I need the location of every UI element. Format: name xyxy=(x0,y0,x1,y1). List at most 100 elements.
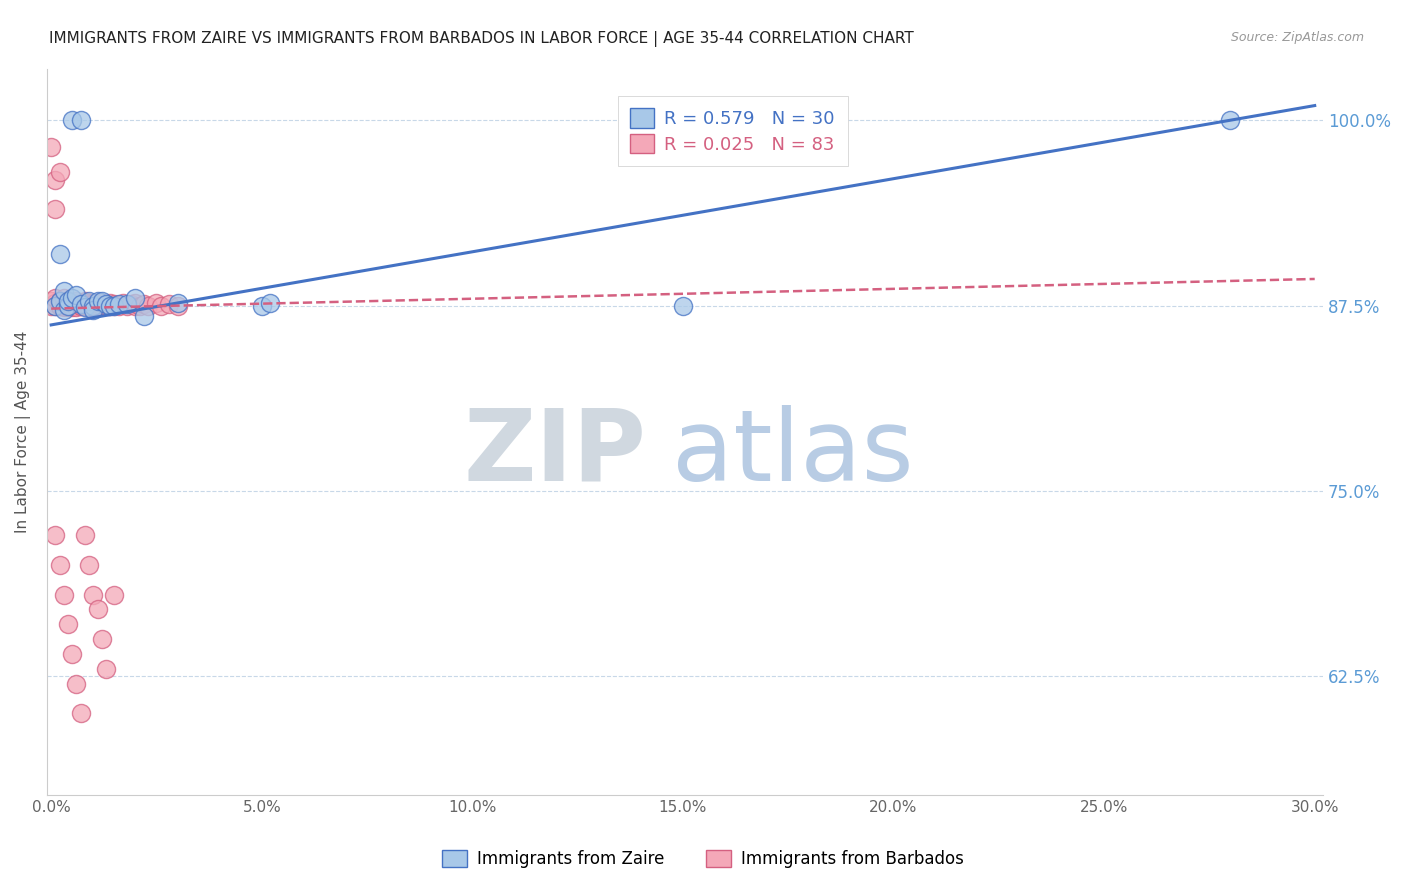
Point xyxy=(44,172,66,186)
Point xyxy=(82,299,104,313)
Point xyxy=(115,299,138,313)
Point xyxy=(65,299,87,313)
Point xyxy=(77,558,100,572)
Point xyxy=(98,295,121,310)
Point xyxy=(56,300,79,314)
Point xyxy=(60,647,83,661)
Point xyxy=(52,300,75,314)
Point xyxy=(44,295,66,310)
Point xyxy=(65,300,87,314)
Point xyxy=(52,588,75,602)
Point xyxy=(86,295,108,310)
Y-axis label: In Labor Force | Age 35-44: In Labor Force | Age 35-44 xyxy=(15,330,31,533)
Point xyxy=(65,294,87,309)
Point xyxy=(60,297,83,311)
Point xyxy=(86,297,108,311)
Point xyxy=(56,299,79,313)
Point xyxy=(115,297,138,311)
Point xyxy=(82,297,104,311)
Point xyxy=(69,297,91,311)
Point xyxy=(65,297,87,311)
Point xyxy=(103,297,125,311)
Point xyxy=(1219,113,1241,128)
Point xyxy=(73,299,96,313)
Point xyxy=(48,246,70,260)
Point xyxy=(48,299,70,313)
Point xyxy=(157,297,180,311)
Text: atlas: atlas xyxy=(672,405,914,502)
Point xyxy=(39,294,62,309)
Point xyxy=(86,294,108,309)
Point xyxy=(120,297,142,311)
Point xyxy=(73,294,96,309)
Point xyxy=(69,113,91,128)
Point xyxy=(44,291,66,305)
Point xyxy=(82,295,104,310)
Point xyxy=(250,299,273,313)
Text: ZIP: ZIP xyxy=(464,405,647,502)
Point xyxy=(60,299,83,313)
Point xyxy=(103,299,125,313)
Point xyxy=(65,288,87,302)
Point xyxy=(73,300,96,314)
Point xyxy=(94,297,117,311)
Point xyxy=(107,299,129,313)
Point xyxy=(52,291,75,305)
Point xyxy=(44,299,66,313)
Point xyxy=(86,602,108,616)
Point xyxy=(52,297,75,311)
Point xyxy=(56,294,79,309)
Point xyxy=(48,558,70,572)
Point xyxy=(65,676,87,690)
Point xyxy=(111,295,134,310)
Point xyxy=(44,528,66,542)
Point xyxy=(124,291,146,305)
Point xyxy=(60,295,83,310)
Point xyxy=(69,297,91,311)
Point xyxy=(136,299,159,313)
Point xyxy=(149,299,172,313)
Point xyxy=(82,303,104,318)
Point xyxy=(128,299,150,313)
Point xyxy=(60,113,83,128)
Point xyxy=(60,291,83,305)
Point xyxy=(77,295,100,310)
Point xyxy=(103,299,125,313)
Point xyxy=(94,662,117,676)
Text: Source: ZipAtlas.com: Source: ZipAtlas.com xyxy=(1230,31,1364,45)
Point xyxy=(145,295,167,310)
Point xyxy=(48,294,70,309)
Point xyxy=(82,299,104,313)
Point xyxy=(94,297,117,311)
Point xyxy=(44,202,66,217)
Point xyxy=(259,295,281,310)
Point xyxy=(48,294,70,309)
Point xyxy=(132,309,155,323)
Point xyxy=(52,303,75,318)
Point xyxy=(48,297,70,311)
Point xyxy=(82,299,104,313)
Point xyxy=(56,617,79,632)
Point xyxy=(90,295,112,310)
Point xyxy=(124,299,146,313)
Point xyxy=(124,295,146,310)
Point xyxy=(60,300,83,314)
Point xyxy=(90,299,112,313)
Point xyxy=(90,294,112,309)
Point xyxy=(132,297,155,311)
Point xyxy=(52,299,75,313)
Point xyxy=(69,295,91,310)
Point xyxy=(82,588,104,602)
Legend: R = 0.579   N = 30, R = 0.025   N = 83: R = 0.579 N = 30, R = 0.025 N = 83 xyxy=(617,95,848,166)
Point xyxy=(60,299,83,313)
Point xyxy=(107,297,129,311)
Point xyxy=(48,299,70,313)
Point xyxy=(77,299,100,313)
Point xyxy=(39,140,62,154)
Point xyxy=(52,294,75,309)
Point xyxy=(77,300,100,314)
Point xyxy=(69,299,91,313)
Point xyxy=(86,299,108,313)
Point xyxy=(69,299,91,313)
Point xyxy=(90,632,112,646)
